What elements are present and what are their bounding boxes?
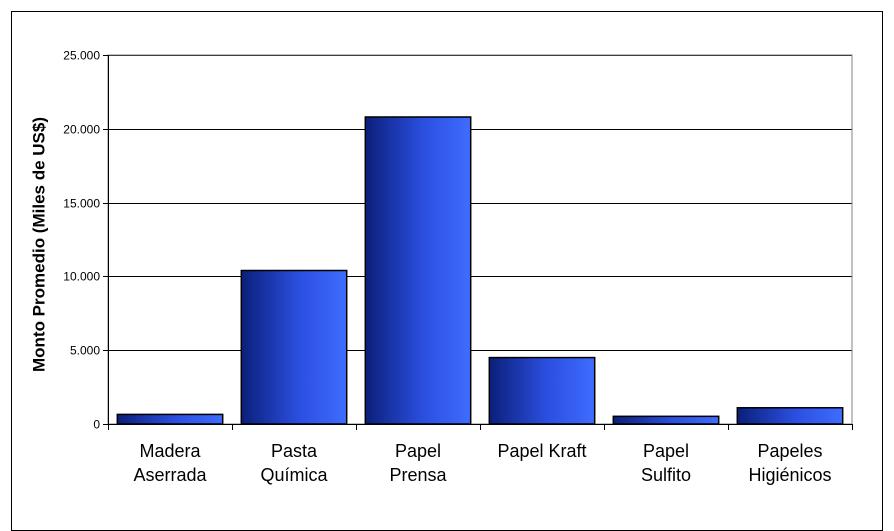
y-tick-label: 20.000 <box>63 123 100 137</box>
x-category-label: Madera Aserrada <box>133 441 207 485</box>
bars-group <box>116 116 844 425</box>
x-category-label: Papel Prensa <box>389 441 447 485</box>
y-tick-label: 5.000 <box>70 344 100 358</box>
bar <box>240 269 348 425</box>
gridlines <box>108 55 852 351</box>
x-category-label: Papeles Higiénicos <box>748 441 831 485</box>
x-category-label: Papel Kraft <box>497 441 586 461</box>
bar <box>364 116 472 425</box>
y-tick-label: 10.000 <box>63 270 100 284</box>
y-tick-label: 15.000 <box>63 197 100 211</box>
bar-chart: 0 5.000 10.000 15.000 20.000 25.000 Madera Ase… <box>29 49 853 485</box>
y-axis-title: Monto Promedio (Miles de US$) <box>29 117 48 372</box>
y-tick-labels: 0 5.000 10.000 15.000 20.000 25.000 <box>63 49 100 432</box>
bar <box>612 415 720 425</box>
plot-area-border <box>107 54 853 425</box>
axes-group <box>103 55 853 430</box>
bar <box>488 356 596 425</box>
bar <box>736 407 844 425</box>
x-category-label: Pasta Química <box>260 441 328 485</box>
x-category-label: Papel Sulfito <box>641 441 691 485</box>
bar <box>116 413 224 425</box>
y-tick-label: 25.000 <box>63 49 100 63</box>
x-category-labels: Madera Aserrada Pasta Química Papel Prensa Pap… <box>133 441 831 485</box>
y-tick-label: 0 <box>93 418 100 432</box>
